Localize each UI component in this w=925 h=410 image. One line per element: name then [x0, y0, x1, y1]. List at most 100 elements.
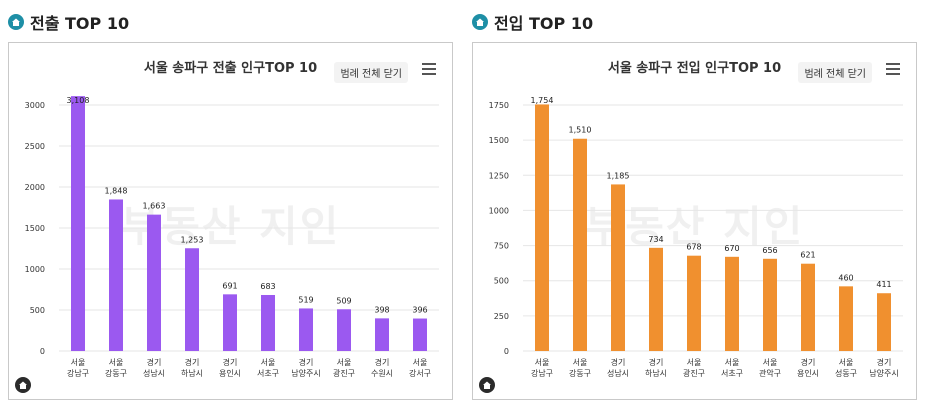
y-tick-label: 3000 [25, 101, 45, 110]
bar [299, 308, 313, 351]
data-label: 1,510 [569, 126, 592, 135]
x-tick-label: 용인시 [219, 368, 241, 378]
logo-icon [15, 377, 31, 393]
y-tick-label: 500 [494, 277, 509, 286]
x-tick-label: 강남구 [531, 368, 553, 378]
outflow-heading-text: 전출 TOP 10 [30, 14, 130, 33]
data-label: 1,185 [607, 171, 630, 180]
bar [223, 294, 237, 351]
x-tick-label: 성동구 [835, 369, 857, 378]
data-label: 396 [412, 306, 427, 315]
inflow-heading-text: 전입 TOP 10 [494, 14, 594, 33]
bar [725, 256, 739, 351]
bar [147, 214, 161, 351]
bar [839, 286, 853, 351]
x-tick-label: 경기 [147, 357, 162, 367]
legend-toggle-button[interactable]: 범례 전체 닫기 [798, 62, 872, 83]
bar [687, 255, 701, 351]
y-tick-label: 500 [30, 306, 45, 315]
data-label: 691 [222, 281, 237, 290]
x-tick-label: 서울 [763, 358, 778, 367]
bar [109, 199, 123, 351]
x-tick-label: 하남시 [645, 368, 667, 378]
outflow-heading: 전출 TOP 10 [8, 10, 129, 34]
bar [413, 318, 427, 351]
home-icon [472, 14, 488, 30]
data-label: 398 [374, 305, 389, 314]
x-tick-label: 경기 [611, 357, 626, 367]
data-label: 656 [762, 246, 777, 255]
bar [71, 96, 85, 351]
inflow-chart-panel: 서울 송파구 전입 인구TOP 10 범례 전체 닫기 부동산 지인 0 250 5… [472, 42, 917, 400]
bar [185, 248, 199, 351]
y-tick-label: 1000 [25, 265, 45, 274]
data-label: 621 [800, 251, 815, 260]
y-tick-label: 1000 [489, 206, 509, 215]
x-tick-label: 서울 [71, 358, 86, 367]
bar [611, 184, 625, 351]
data-label: 1,754 [531, 96, 554, 105]
data-label: 1,663 [143, 202, 166, 211]
data-label: 3,108 [67, 96, 90, 105]
bar [573, 138, 587, 351]
data-label: 509 [336, 296, 351, 305]
y-tick-label: 250 [494, 312, 509, 321]
x-tick-label: 경기 [375, 357, 390, 367]
y-tick-label: 750 [494, 242, 509, 251]
legend-toggle-button[interactable]: 범례 전체 닫기 [334, 62, 408, 83]
y-tick-label: 1500 [25, 224, 45, 233]
x-tick-label: 서울 [839, 358, 854, 367]
data-label: 734 [648, 235, 663, 244]
y-tick-label: 2500 [25, 142, 45, 151]
x-tick-label: 경기 [877, 357, 892, 367]
x-tick-label: 성남시 [143, 369, 165, 378]
y-tick-label: 1250 [489, 171, 509, 180]
x-tick-label: 용인시 [797, 368, 819, 378]
x-tick-label: 서울 [261, 358, 276, 367]
inflow-heading: 전입 TOP 10 [472, 10, 593, 34]
data-label: 1,253 [181, 235, 204, 244]
chart-title: 서울 송파구 전입 인구TOP 10 [607, 61, 782, 76]
bar [337, 309, 351, 351]
x-tick-label: 강서구 [409, 368, 431, 378]
data-label: 683 [260, 282, 275, 291]
x-tick-label: 서초구 [721, 369, 743, 378]
x-tick-label: 경기 [185, 357, 200, 367]
x-tick-label: 하남시 [181, 368, 203, 378]
bar [261, 294, 275, 351]
data-label: 460 [838, 273, 853, 282]
x-tick-label: 서울 [535, 358, 550, 367]
data-label: 1,848 [105, 186, 128, 195]
x-tick-label: 경기 [801, 357, 816, 367]
data-label: 411 [876, 280, 891, 289]
x-tick-label: 경기 [223, 357, 238, 367]
menu-icon[interactable] [422, 63, 436, 75]
x-tick-label: 서초구 [257, 369, 279, 378]
x-tick-label: 강동구 [105, 368, 127, 378]
x-tick-label: 광진구 [333, 368, 355, 378]
home-icon [8, 14, 24, 30]
bar [763, 258, 777, 351]
bar [375, 318, 389, 351]
x-tick-label: 남양주시 [291, 369, 320, 378]
x-tick-label: 서울 [687, 358, 702, 367]
data-label: 519 [298, 295, 313, 304]
x-tick-label: 수원시 [371, 369, 393, 378]
x-tick-label: 성남시 [607, 369, 629, 378]
logo-icon [479, 377, 495, 393]
y-tick-label: 1500 [489, 136, 509, 145]
bar [535, 104, 549, 351]
x-tick-label: 서울 [109, 358, 124, 367]
y-tick-label: 1750 [489, 101, 509, 110]
y-tick-label: 0 [504, 347, 509, 356]
bar [649, 247, 663, 351]
bar [877, 293, 891, 351]
x-tick-label: 서울 [573, 358, 588, 367]
x-tick-label: 남양주시 [869, 369, 898, 378]
menu-icon[interactable] [886, 63, 900, 75]
chart-title: 서울 송파구 전출 인구TOP 10 [143, 61, 318, 76]
outflow-chart-panel: 서울 송파구 전출 인구TOP 10 범례 전체 닫기 부동산 지인 0 500 1… [8, 42, 453, 400]
x-tick-label: 강남구 [67, 368, 89, 378]
